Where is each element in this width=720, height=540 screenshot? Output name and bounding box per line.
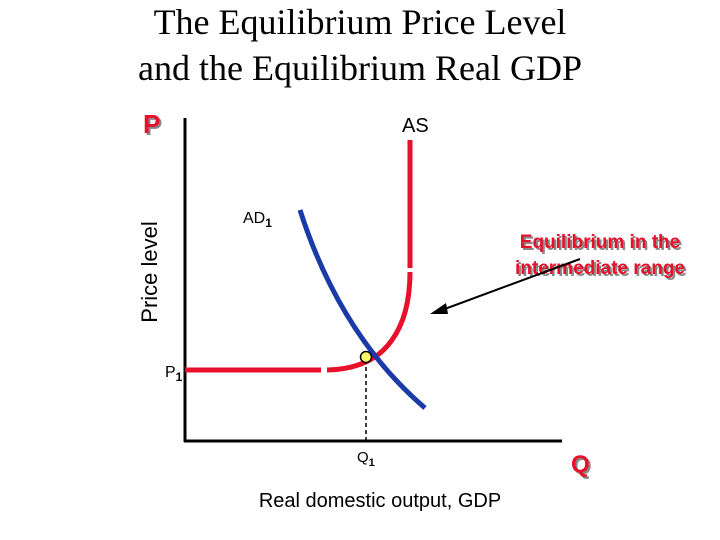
annotation-arrow <box>441 258 581 311</box>
p1-main: P <box>165 364 176 381</box>
y-label: Price level <box>137 221 162 322</box>
y-symbol: P <box>143 109 160 139</box>
q1-sub: 1 <box>369 457 375 469</box>
annotation-shadow: intermediate range <box>517 260 687 281</box>
p1-label: P1 <box>165 364 183 384</box>
q1-label: Q1 <box>357 449 375 469</box>
title-line: and the Equilibrium Real GDP <box>138 48 582 88</box>
x-label: Real domestic output, GDP <box>259 490 501 512</box>
p1-sub: 1 <box>176 370 183 384</box>
as-curve <box>185 140 413 373</box>
ad-curve <box>297 209 427 410</box>
x-symbol: Q <box>571 451 590 478</box>
annotation-line: intermediate range <box>515 258 685 279</box>
ad-main: AD <box>243 210 265 227</box>
equilibrium-point <box>359 350 373 364</box>
arrow-head <box>430 303 448 314</box>
as-intermediate <box>326 271 413 373</box>
annotation-shadow: Equilibrium in the <box>522 234 682 255</box>
y-symbol-shadow: P <box>145 111 162 141</box>
annotation-line: Equilibrium in the <box>520 232 680 253</box>
as-label: AS <box>402 115 429 137</box>
ad-sub: 1 <box>265 216 272 230</box>
ad-label: AD1 <box>243 210 272 230</box>
title-line: The Equilibrium Price Level <box>154 2 567 42</box>
x-symbol-shadow: Q <box>573 453 592 480</box>
q1-main: Q <box>357 449 369 466</box>
